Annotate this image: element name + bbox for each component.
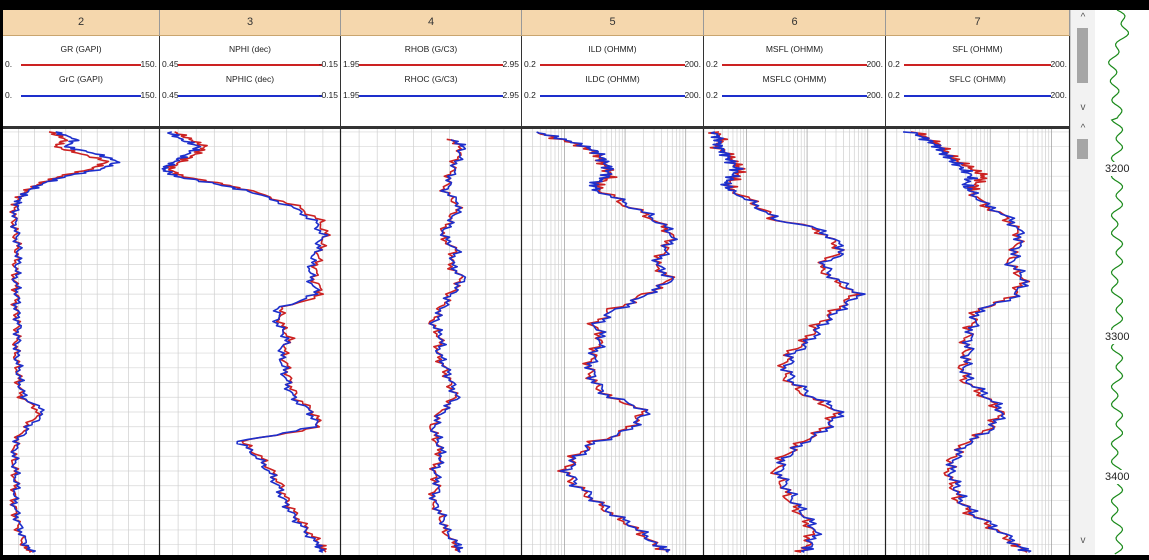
scale-left: 0.45 <box>162 59 179 69</box>
scale-right: 200. <box>684 90 701 100</box>
curve-line-red <box>722 64 867 66</box>
track-number[interactable]: 4 <box>341 10 522 36</box>
track-header[interactable]: MSFL (OHMM) 0.2 200. MSFLC (OHMM) 0.2 200. <box>704 36 886 126</box>
curve-line-blue <box>178 95 322 97</box>
depth-strip: 3200 3300 3400 <box>1095 9 1149 555</box>
scale-left: 0.2 <box>888 59 900 69</box>
scale-right: -0.15 <box>318 59 338 69</box>
log-plot-area: 2 GR (GAPI) 0. 150. GrC (GAPI) 0. 150. 3 NPHI (d… <box>3 10 1070 555</box>
log-curve-sflc <box>903 131 1032 553</box>
track-number[interactable]: 6 <box>704 10 886 36</box>
scale-right: 150. <box>140 90 157 100</box>
track-5: 5 ILD (OHMM) 0.2 200. ILDC (OHMM) 0.2 200. <box>522 10 704 555</box>
depth-label: 3200 <box>1103 162 1132 176</box>
curve-name: RHOC (G/C3) <box>404 74 458 84</box>
scale-left: 0.2 <box>706 59 718 69</box>
scale-right: -0.15 <box>318 90 338 100</box>
depth-strip-curve <box>1107 9 1130 555</box>
track-6-curves <box>707 129 887 555</box>
scale-right: 200. <box>684 59 701 69</box>
log-curve-grc <box>10 131 121 553</box>
track-number[interactable]: 2 <box>3 10 160 36</box>
curve-line-blue <box>21 95 141 97</box>
scale-left: 0.45 <box>162 90 179 100</box>
curve-name: RHOB (G/C3) <box>404 44 458 54</box>
curve-name: GrC (GAPI) <box>59 74 103 84</box>
track-6: 6 MSFL (OHMM) 0.2 200. MSFLC (OHMM) 0.2 200. <box>704 10 886 555</box>
curve-name: GR (GAPI) <box>60 44 102 54</box>
depth-label: 3400 <box>1103 470 1132 484</box>
scale-left: 0.2 <box>706 90 718 100</box>
curve-name: ILD (OHMM) <box>588 44 637 54</box>
curve-name: MSFL (OHMM) <box>765 44 824 54</box>
log-curves-plot <box>3 129 1070 555</box>
curve-line-blue <box>722 95 867 97</box>
scale-right: 200. <box>1050 90 1067 100</box>
track-2-curves <box>9 129 161 555</box>
scale-right: 2.95 <box>502 90 519 100</box>
plot-scroll-thumb[interactable] <box>1077 139 1088 159</box>
track-4-curves <box>358 129 523 555</box>
curve-line-blue <box>359 95 503 97</box>
track-number[interactable]: 7 <box>886 10 1070 36</box>
curve-line-blue <box>904 95 1051 97</box>
scale-right: 200. <box>1050 59 1067 69</box>
curve-line-red <box>904 64 1051 66</box>
curve-name: NPHI (dec) <box>228 44 272 54</box>
scale-left: 0. <box>5 59 13 69</box>
scale-left: 0. <box>5 90 13 100</box>
track-header[interactable]: RHOB (G/C3) 1.95 2.95 RHOC (G/C3) 1.95 2.95 <box>341 36 522 126</box>
track-7: 7 SFL (OHMM) 0.2 200. SFLC (OHMM) 0.2 200. <box>886 10 1070 555</box>
curve-name: SFLC (OHMM) <box>949 74 1006 84</box>
track-header[interactable]: GR (GAPI) 0. 150. GrC (GAPI) 0. 150. <box>3 36 160 126</box>
scroll-up-icon[interactable]: ^ <box>1080 12 1086 23</box>
log-curve-rhoc <box>428 138 467 553</box>
track-3: 3 NPHI (dec) 0.45 -0.15 NPHIC (dec) 0.45 -0.15 <box>160 10 341 555</box>
track-5-curves <box>532 129 705 555</box>
track-number[interactable]: 3 <box>160 10 341 36</box>
scale-left: 0.2 <box>524 59 536 69</box>
curve-line-red <box>21 64 141 66</box>
plot-scrollbar[interactable]: ^ v <box>1070 119 1095 555</box>
scroll-up-icon[interactable]: ^ <box>1080 123 1086 134</box>
curve-line-red <box>178 64 322 66</box>
curve-name: MSFLC (OHMM) <box>762 74 827 84</box>
track-header[interactable]: ILD (OHMM) 0.2 200. ILDC (OHMM) 0.2 200. <box>522 36 704 126</box>
header-separator <box>3 126 1070 129</box>
curve-name: NPHIC (dec) <box>225 74 275 84</box>
curve-line-red <box>359 64 503 66</box>
depth-label: 3300 <box>1103 330 1132 344</box>
scale-left: 0.2 <box>888 90 900 100</box>
curve-line-blue <box>540 95 685 97</box>
scale-left: 1.95 <box>343 90 360 100</box>
log-curve-nphic <box>161 131 329 553</box>
track-header[interactable]: NPHI (dec) 0.45 -0.15 NPHIC (dec) 0.45 -0.15 <box>160 36 341 126</box>
log-curve-rhob <box>427 138 464 553</box>
track-7-curves <box>896 129 1070 555</box>
track-2: 2 GR (GAPI) 0. 150. GrC (GAPI) 0. 150. <box>3 10 160 555</box>
log-curve-msflc <box>710 131 866 553</box>
track-header[interactable]: SFL (OHMM) 0.2 200. SFLC (OHMM) 0.2 200. <box>886 36 1070 126</box>
scroll-down-icon[interactable]: v <box>1080 535 1086 546</box>
curve-line-red <box>540 64 685 66</box>
track-3-curves <box>161 129 342 555</box>
scale-right: 2.95 <box>502 59 519 69</box>
log-curve-nphi <box>166 131 331 553</box>
scale-right: 200. <box>866 59 883 69</box>
depth-strip-trace <box>1107 9 1130 555</box>
scale-left: 1.95 <box>343 59 360 69</box>
header-scrollbar[interactable]: ^ v <box>1070 10 1095 119</box>
scale-right: 200. <box>866 90 883 100</box>
track-4: 4 RHOB (G/C3) 1.95 2.95 RHOC (G/C3) 1.95 2.95 <box>341 10 522 555</box>
curve-name: ILDC (OHMM) <box>585 74 640 84</box>
curve-name: SFL (OHMM) <box>952 44 1003 54</box>
scale-left: 0.2 <box>524 90 536 100</box>
scale-right: 150. <box>140 59 157 69</box>
header-scroll-thumb[interactable] <box>1077 28 1088 83</box>
log-curve-ildc <box>536 131 678 553</box>
scroll-down-icon[interactable]: v <box>1080 102 1086 113</box>
track-number[interactable]: 5 <box>522 10 704 36</box>
